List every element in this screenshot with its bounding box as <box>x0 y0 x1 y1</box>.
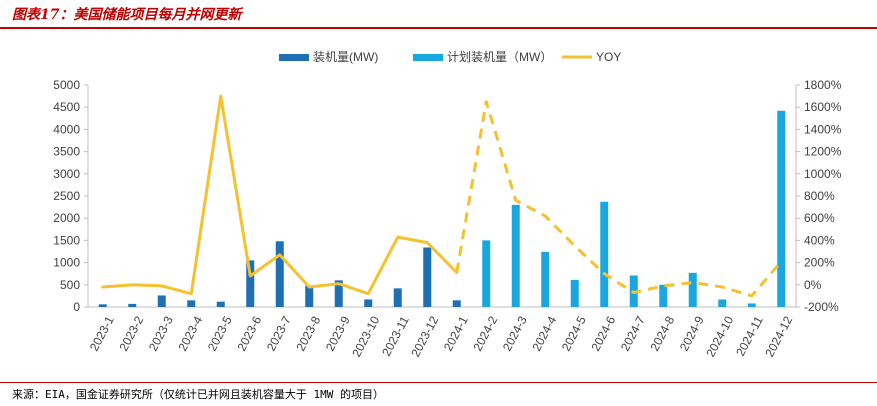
left-tick-label: 1000 <box>53 256 80 270</box>
right-tick-label: 200% <box>804 256 835 270</box>
figure-title: 图表17：美国储能项目每月并网更新 <box>12 7 242 23</box>
chart-canvas: 0 500 1000 1500 2000 2500 3000 3500 4000 4500 5000… <box>53 50 842 359</box>
bar <box>570 279 579 307</box>
x-tick-label: 2024-7 <box>618 314 648 354</box>
left-tick-label: 2000 <box>53 211 80 225</box>
bar <box>246 260 255 307</box>
x-tick-label: 2023-10 <box>349 313 382 359</box>
bar <box>393 288 402 307</box>
figure-source: 来源：EIA，国金证券研究所（仅统计已并网且装机容量大于 1MW 的项目） <box>12 388 384 401</box>
left-tick-label: 5000 <box>53 78 80 92</box>
legend-swatch <box>279 54 309 61</box>
bar <box>423 247 432 307</box>
x-tick-label: 2024-1 <box>441 314 471 354</box>
x-tick-label: 2024-11 <box>733 313 766 358</box>
left-tick-label: 1500 <box>53 233 80 247</box>
bar <box>600 201 609 307</box>
yoy-line-forecast <box>455 100 783 298</box>
legend-swatch <box>413 54 443 61</box>
left-tick-label: 4000 <box>53 122 80 136</box>
left-tick-label: 500 <box>60 278 80 292</box>
bar <box>482 240 491 307</box>
x-tick-label: 2023-8 <box>293 314 323 354</box>
title-divider <box>0 27 877 29</box>
right-tick-label: 1600% <box>804 100 842 114</box>
bar <box>334 280 343 307</box>
bar <box>216 301 225 307</box>
right-tick-label: 1800% <box>804 78 842 92</box>
bar <box>747 303 756 307</box>
right-tick-label: 600% <box>804 211 835 225</box>
left-tick-label: 4500 <box>53 100 80 114</box>
x-tick-label: 2024-5 <box>559 314 589 354</box>
left-tick-label: 2500 <box>53 189 80 203</box>
x-tick-label: 2023-11 <box>379 313 412 358</box>
x-tick-label: 2024-9 <box>677 314 707 354</box>
yoy-line-actual <box>101 94 459 296</box>
x-tick-label: 2024-3 <box>500 314 530 354</box>
x-tick-label: 2023-2 <box>116 314 146 354</box>
right-tick-label: 800% <box>804 189 835 203</box>
x-tick-label: 2023-9 <box>323 314 353 354</box>
bar <box>364 299 373 307</box>
x-tick-label: 2024-2 <box>470 314 500 354</box>
x-tick-label: 2023-5 <box>205 314 235 354</box>
source-divider <box>0 382 877 383</box>
left-tick-label: 3500 <box>53 145 80 159</box>
x-tick-label: 2024-8 <box>647 314 677 354</box>
x-tick-label: 2024-4 <box>529 314 559 354</box>
right-tick-label: 1400% <box>804 122 842 136</box>
bar <box>187 300 196 307</box>
left-tick-label: 0 <box>73 300 80 314</box>
bar <box>659 284 668 307</box>
left-tick-label: 3000 <box>53 167 80 181</box>
bar <box>452 300 461 307</box>
bar <box>157 295 166 307</box>
bar <box>305 285 314 307</box>
right-tick-label: 0% <box>804 278 822 292</box>
x-tick-label: 2023-6 <box>234 314 264 354</box>
x-tick-label: 2023-1 <box>87 314 117 354</box>
bar <box>275 241 284 307</box>
legend-label: 计划装机量（MW） <box>447 50 552 64</box>
bar <box>128 303 137 307</box>
bar <box>777 110 786 307</box>
bar <box>541 251 550 307</box>
bar <box>98 304 107 307</box>
bar <box>718 299 727 307</box>
x-tick-label: 2024-6 <box>588 314 618 354</box>
x-tick-label: 2023-3 <box>146 314 176 354</box>
x-tick-label: 2024-10 <box>703 313 736 359</box>
x-tick-label: 2024-12 <box>762 313 795 359</box>
legend-label: YOY <box>596 50 621 64</box>
x-tick-label: 2023-7 <box>264 314 294 354</box>
right-tick-label: 400% <box>804 233 835 247</box>
x-tick-label: 2023-12 <box>408 313 441 359</box>
bar <box>511 204 520 307</box>
bar <box>688 272 697 307</box>
right-tick-label: 1000% <box>804 167 842 181</box>
right-tick-label: -200% <box>804 300 839 314</box>
x-tick-label: 2023-4 <box>175 314 205 354</box>
legend-label: 装机量(MW) <box>313 50 378 64</box>
right-tick-label: 1200% <box>804 145 842 159</box>
